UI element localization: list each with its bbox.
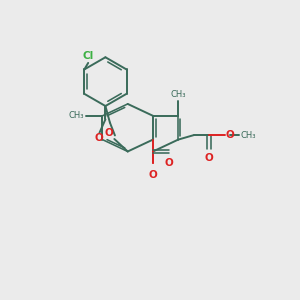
- Text: O: O: [148, 170, 157, 180]
- Text: O: O: [205, 153, 214, 163]
- Text: CH₃: CH₃: [170, 90, 186, 99]
- Text: Cl: Cl: [82, 51, 94, 61]
- Text: O: O: [225, 130, 234, 140]
- Text: O: O: [94, 133, 103, 143]
- Text: CH₃: CH₃: [68, 111, 84, 120]
- Text: O: O: [165, 158, 174, 168]
- Text: CH₃: CH₃: [241, 130, 256, 140]
- Text: O: O: [104, 128, 113, 137]
